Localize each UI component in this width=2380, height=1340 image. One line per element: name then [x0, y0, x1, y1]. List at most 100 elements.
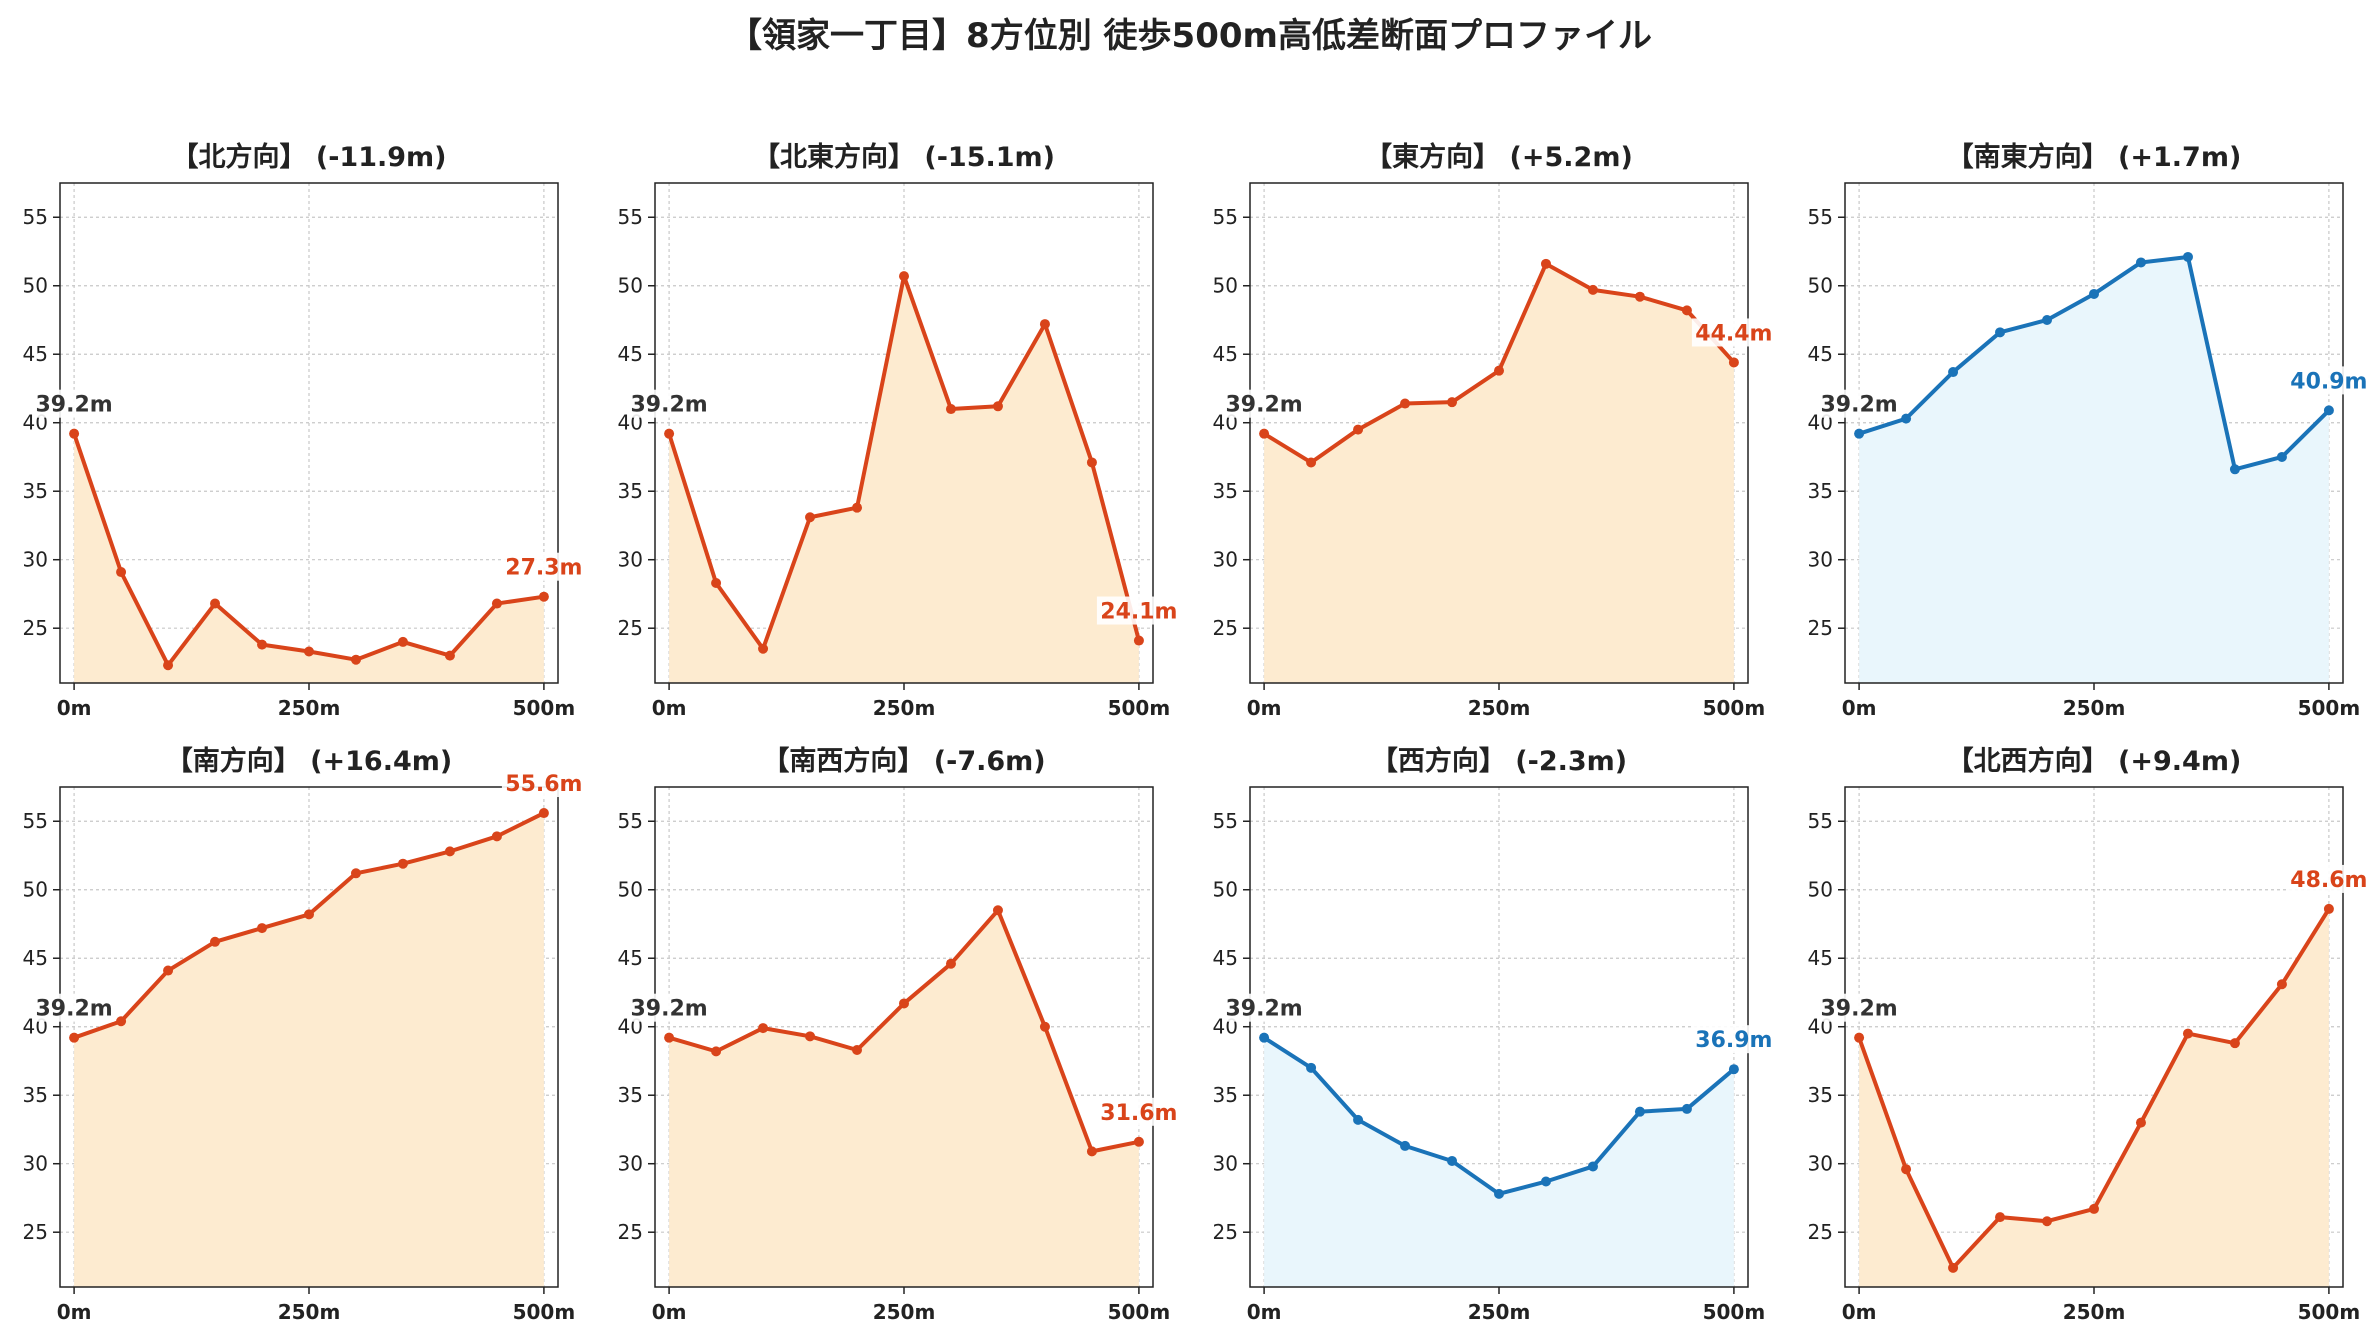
x-tick-label: 500m	[1703, 696, 1766, 720]
x-tick-label: 0m	[57, 1300, 92, 1324]
data-point	[2182, 251, 2193, 262]
data-point	[1995, 1212, 2006, 1223]
x-tick-label: 250m	[2063, 696, 2126, 720]
end-label: 36.9m	[1695, 1028, 1772, 1053]
panel-title: 【北西方向】 (+9.4m)	[1947, 745, 2242, 777]
data-point	[1728, 357, 1739, 368]
data-point	[350, 868, 361, 879]
y-tick-label: 55	[1213, 205, 1238, 229]
end-label: 24.1m	[1100, 600, 1177, 625]
data-point	[397, 636, 408, 647]
end-label: 44.4m	[1695, 321, 1772, 346]
data-point	[1995, 327, 2006, 338]
data-point	[397, 858, 408, 869]
start-label-bg	[629, 389, 710, 418]
data-point	[1494, 365, 1504, 376]
data-point	[2229, 464, 2240, 475]
data-point	[163, 660, 174, 671]
data-point	[2135, 257, 2146, 268]
y-tick-label: 45	[23, 946, 48, 970]
data-point	[1681, 1103, 1692, 1114]
x-tick-label: 0m	[1842, 1300, 1877, 1324]
end-label-bg	[501, 552, 586, 581]
data-point	[1901, 1164, 1912, 1175]
y-tick-label: 35	[618, 1083, 643, 1107]
x-tick-label: 0m	[652, 1300, 687, 1324]
start-label: 39.2m	[1225, 393, 1302, 418]
y-tick-label: 25	[618, 1220, 643, 1244]
x-tick-label: 0m	[1247, 1300, 1282, 1324]
x-tick-label: 0m	[57, 696, 92, 720]
data-point	[758, 643, 769, 654]
area-fill	[669, 276, 1139, 683]
x-tick-label: 250m	[278, 1300, 341, 1324]
data-point	[1948, 1262, 1959, 1273]
data-point	[1948, 367, 1959, 378]
data-point	[444, 846, 455, 857]
y-tick-label: 45	[1213, 342, 1238, 366]
y-tick-label: 30	[1808, 548, 1833, 572]
data-point	[1728, 1064, 1739, 1075]
end-label: 27.3m	[505, 556, 582, 581]
data-point	[491, 598, 502, 609]
x-tick-label: 0m	[652, 696, 687, 720]
data-point	[444, 650, 455, 661]
area-fill	[1264, 263, 1734, 683]
x-tick-label: 250m	[873, 696, 936, 720]
y-tick-label: 50	[618, 274, 643, 298]
data-point	[1854, 428, 1865, 439]
end-label-bg	[1691, 318, 1776, 347]
data-point	[538, 591, 549, 602]
start-label: 39.2m	[1820, 997, 1897, 1022]
data-point	[1039, 319, 1050, 330]
data-point	[491, 831, 502, 842]
y-tick-label: 35	[1213, 479, 1238, 503]
data-point	[538, 808, 549, 819]
y-tick-label: 35	[1213, 1083, 1238, 1107]
data-point	[664, 1032, 675, 1043]
y-tick-label: 35	[618, 479, 643, 503]
start-label: 39.2m	[630, 393, 707, 418]
data-point	[257, 923, 268, 934]
data-point	[1587, 284, 1598, 295]
area-fill	[1859, 256, 2329, 683]
x-tick-label: 500m	[513, 696, 576, 720]
end-label: 55.6m	[505, 772, 582, 797]
panel-title: 【南方向】 (+16.4m)	[166, 745, 452, 777]
data-point	[2042, 314, 2053, 325]
data-point	[992, 401, 1003, 412]
area-fill	[74, 813, 544, 1287]
y-tick-label: 50	[23, 878, 48, 902]
y-tick-label: 25	[1808, 1220, 1833, 1244]
start-label-bg	[1819, 389, 1900, 418]
data-point	[852, 1045, 863, 1056]
y-tick-label: 30	[23, 548, 48, 572]
y-tick-label: 30	[618, 548, 643, 572]
end-label-bg	[501, 769, 586, 798]
y-tick-label: 55	[23, 205, 48, 229]
data-point	[1259, 428, 1270, 439]
x-tick-label: 0m	[1842, 696, 1877, 720]
end-label: 48.6m	[2290, 868, 2367, 893]
y-tick-label: 25	[618, 616, 643, 640]
data-point	[1901, 413, 1912, 424]
data-point	[2135, 1117, 2146, 1128]
data-point	[1447, 1155, 1458, 1166]
start-label: 39.2m	[35, 393, 112, 418]
data-point	[1854, 1032, 1865, 1043]
data-point	[2089, 1203, 2099, 1214]
data-point	[304, 646, 314, 657]
data-point	[758, 1023, 769, 1034]
panel-title: 【西方向】 (-2.3m)	[1371, 745, 1627, 777]
y-tick-label: 50	[1213, 878, 1238, 902]
data-point	[1400, 1140, 1411, 1151]
data-point	[711, 578, 722, 588]
y-tick-label: 45	[618, 946, 643, 970]
y-tick-label: 50	[1213, 274, 1238, 298]
data-point	[163, 965, 174, 976]
area-fill	[1264, 1037, 1734, 1287]
